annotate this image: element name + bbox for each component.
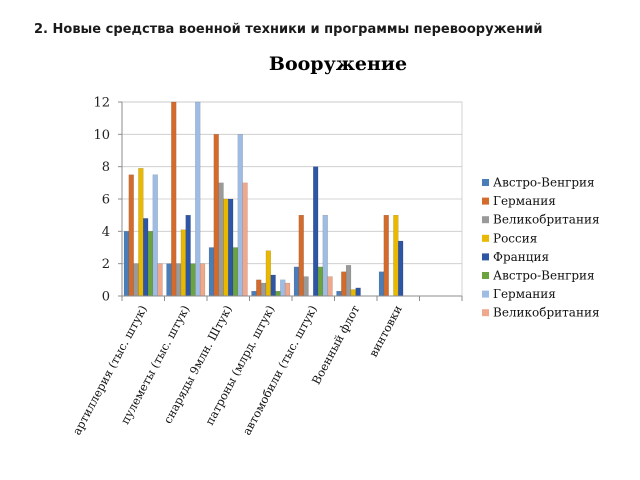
- bar: [378, 271, 385, 297]
- bar: [284, 282, 291, 297]
- bar: [147, 231, 154, 297]
- bar: [256, 279, 262, 297]
- x-axis-ticks: артиллерия (тыс. штук)пулеметы (тыс. шту…: [70, 303, 406, 438]
- bar: [350, 289, 356, 297]
- legend-swatch: [482, 290, 489, 298]
- legend-label: Великобритания: [493, 306, 600, 320]
- bar: [303, 276, 309, 297]
- legend-swatch: [482, 179, 489, 186]
- y-tick-label: 0: [102, 290, 110, 305]
- y-tick-label: 8: [102, 160, 110, 175]
- bar: [157, 263, 163, 297]
- bar: [298, 214, 304, 297]
- slide-heading: 2. Новые средства военной техники и прог…: [34, 22, 543, 37]
- bar: [190, 263, 196, 297]
- legend-label: Австро-Венгрия: [493, 269, 595, 283]
- bar: [175, 263, 182, 297]
- bar: [171, 101, 177, 297]
- bar: [322, 214, 328, 297]
- bar: [199, 263, 206, 297]
- legend-label: Германия: [493, 194, 556, 208]
- bar: [123, 231, 130, 297]
- bar: [213, 134, 219, 297]
- bar: [260, 282, 267, 297]
- bar: [180, 229, 186, 297]
- bar: [280, 279, 286, 297]
- y-tick-label: 12: [93, 96, 110, 111]
- bar: [143, 218, 149, 297]
- legend-swatch: [482, 197, 489, 205]
- x-tick-label: артиллерия (тыс. штук): [70, 303, 150, 437]
- bar: [336, 290, 342, 297]
- bar: [293, 266, 300, 297]
- x-tick-label: Военный флот: [309, 303, 362, 387]
- bar: [166, 263, 172, 297]
- legend-swatch: [482, 309, 489, 317]
- bar: [251, 290, 257, 297]
- bar: [138, 168, 144, 297]
- bar: [218, 182, 224, 297]
- bar: [223, 198, 229, 297]
- y-tick-label: 10: [93, 128, 110, 143]
- bar: [133, 263, 139, 297]
- bar: [317, 266, 324, 297]
- y-axis-ticks: 0 2 4 6 8 10 12: [93, 96, 110, 305]
- bar: [228, 198, 234, 297]
- x-tick-label: винтовки: [366, 303, 405, 360]
- bar: [242, 182, 248, 297]
- y-tick-label: 2: [102, 257, 110, 272]
- bars: [123, 101, 404, 297]
- legend-label: Германия: [493, 287, 556, 301]
- bar: [237, 134, 243, 297]
- legend-swatch: [482, 234, 489, 242]
- bar: [185, 214, 191, 297]
- bar: [327, 276, 333, 297]
- legend-label: Австро-Венгрия: [493, 176, 595, 190]
- bar: [208, 247, 215, 297]
- bar: [275, 290, 281, 297]
- legend-label: Великобритания: [493, 213, 600, 227]
- legend: Австро-Венгрия Германия Великобритания Росс…: [482, 176, 600, 320]
- bar: [398, 240, 404, 297]
- bar: [345, 265, 352, 297]
- legend-label: Россия: [493, 231, 537, 245]
- axes: [118, 101, 463, 301]
- legend-swatch: [482, 216, 489, 224]
- legend-label: Франция: [493, 250, 549, 264]
- bar: [195, 101, 201, 297]
- bar: [383, 214, 389, 297]
- bar: [270, 274, 276, 297]
- x-tick-label: автомобили (тыс. штук): [239, 303, 319, 438]
- y-tick-label: 4: [102, 225, 110, 240]
- bar: [313, 166, 319, 297]
- y-tick-label: 6: [102, 193, 110, 208]
- bar: [355, 287, 361, 297]
- bar: [128, 174, 134, 297]
- bar: [393, 214, 399, 297]
- legend-swatch: [482, 253, 489, 261]
- bar: [152, 174, 158, 297]
- bar: [232, 247, 239, 297]
- chart-title: Вооружение: [269, 53, 407, 75]
- bar: [341, 271, 347, 297]
- bar: [265, 250, 271, 297]
- legend-swatch: [482, 272, 489, 279]
